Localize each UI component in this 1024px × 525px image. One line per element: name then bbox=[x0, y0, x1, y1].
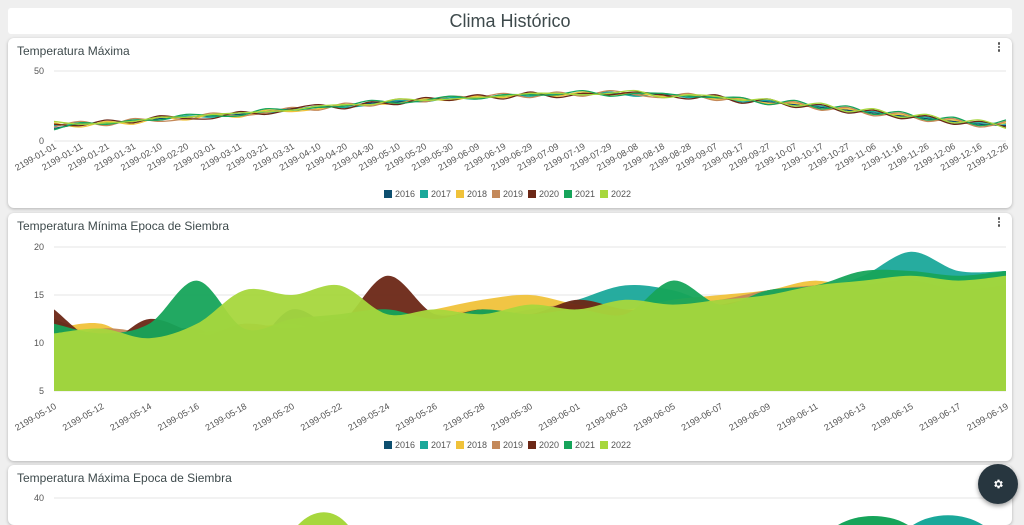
series-line-2022[interactable] bbox=[53, 89, 1007, 130]
y-tick-label: 20 bbox=[34, 242, 44, 252]
page-header: Clima Histórico bbox=[8, 8, 1012, 34]
x-tick-label: 2199-06-13 bbox=[822, 401, 867, 433]
x-tick-label: 2199-06-05 bbox=[632, 401, 677, 433]
legend-item-2020[interactable]: 2020 bbox=[528, 189, 559, 199]
legend-label: 2016 bbox=[395, 440, 415, 450]
x-tick-label: 2199-06-15 bbox=[870, 401, 915, 433]
series-area-2022[interactable] bbox=[54, 275, 1006, 391]
chart-card-max-temp: Temperatura Máxima 0 50 2199-01-01 2199-01-… bbox=[8, 38, 1012, 208]
chart-title: Temperatura Máxima Epoca de Siembra bbox=[17, 471, 232, 485]
legend-item-2019[interactable]: 2019 bbox=[492, 440, 523, 450]
chart-max-temp: 0502199-01-012199-01-112199-01-212199-01… bbox=[13, 66, 1010, 199]
legend-item-2022[interactable]: 2022 bbox=[600, 189, 631, 199]
y-tick-label: 50 bbox=[34, 66, 44, 76]
legend-label: 2019 bbox=[503, 440, 523, 450]
y-tick-label: 0 bbox=[39, 136, 44, 146]
x-tick-label: 2199-06-17 bbox=[918, 401, 963, 433]
legend-label: 2020 bbox=[539, 189, 559, 199]
more-vert-icon[interactable] bbox=[994, 216, 1004, 230]
legend-item-2021[interactable]: 2021 bbox=[564, 440, 595, 450]
x-tick-label: 2199-05-10 bbox=[13, 401, 58, 433]
series-line-2021[interactable] bbox=[53, 89, 1007, 131]
y-tick-label: 15 bbox=[34, 290, 44, 300]
legend-label: 2021 bbox=[575, 189, 595, 199]
legend-item-2020[interactable]: 2020 bbox=[528, 440, 559, 450]
gear-icon bbox=[994, 479, 1003, 489]
chart-card-min-temp-sowing: Temperatura Mínima Epoca de Siembra 5 10 1… bbox=[8, 213, 1012, 461]
x-tick-label: 2199-06-11 bbox=[775, 401, 819, 432]
chart-card-max-temp-sowing: Temperatura Máxima Epoca de Siembra 40 bbox=[8, 465, 1012, 525]
x-tick-label: 2199-05-12 bbox=[61, 401, 106, 433]
legend-item-2016[interactable]: 2016 bbox=[384, 440, 415, 450]
more-vert-icon[interactable] bbox=[994, 41, 1004, 55]
x-tick-label: 2199-05-26 bbox=[394, 401, 439, 433]
legend-item-2018[interactable]: 2018 bbox=[456, 189, 487, 199]
x-tick-label: 2199-05-14 bbox=[108, 401, 153, 433]
legend-label: 2019 bbox=[503, 189, 523, 199]
legend-item-2022[interactable]: 2022 bbox=[600, 440, 631, 450]
x-tick-label: 2199-05-16 bbox=[156, 401, 201, 433]
x-tick-label: 2199-05-18 bbox=[204, 401, 249, 433]
series-area-2022[interactable] bbox=[298, 512, 348, 525]
x-tick-label: 2199-06-09 bbox=[727, 401, 772, 433]
legend-label: 2022 bbox=[611, 440, 631, 450]
legend-item-2019[interactable]: 2019 bbox=[492, 189, 523, 199]
legend-item-2016[interactable]: 2016 bbox=[384, 189, 415, 199]
legend-label: 2016 bbox=[395, 189, 415, 199]
chart-title: Temperatura Máxima bbox=[17, 44, 130, 58]
legend-label: 2018 bbox=[467, 189, 487, 199]
legend-item-2017[interactable]: 2017 bbox=[420, 440, 451, 450]
y-tick-label: 5 bbox=[39, 386, 44, 396]
x-tick-label: 2199-06-19 bbox=[965, 401, 1010, 433]
x-tick-label: 2199-06-03 bbox=[584, 401, 629, 433]
legend-label: 2020 bbox=[539, 440, 559, 450]
chart-title: Temperatura Mínima Epoca de Siembra bbox=[17, 219, 230, 233]
legend-item-2021[interactable]: 2021 bbox=[564, 189, 595, 199]
series-line-2020[interactable] bbox=[53, 91, 1007, 128]
chart-max-temp-sowing: 40 bbox=[34, 493, 1006, 525]
y-tick-label: 10 bbox=[34, 338, 44, 348]
page-title: Clima Histórico bbox=[449, 11, 571, 31]
series-area-2021[interactable] bbox=[838, 516, 908, 525]
x-tick-label: 2199-06-07 bbox=[680, 401, 725, 433]
legend-item-2017[interactable]: 2017 bbox=[420, 189, 451, 199]
x-tick-label: 2199-05-20 bbox=[251, 401, 296, 433]
legend-label: 2022 bbox=[611, 189, 631, 199]
y-tick-label: 40 bbox=[34, 493, 44, 503]
x-tick-label: 2199-06-01 bbox=[537, 401, 582, 433]
x-tick-label: 2199-05-30 bbox=[489, 401, 534, 433]
legend-label: 2017 bbox=[431, 189, 451, 199]
x-tick-label: 2199-05-24 bbox=[346, 401, 391, 433]
legend-label: 2018 bbox=[467, 440, 487, 450]
x-tick-label: 2199-05-22 bbox=[299, 401, 344, 433]
legend-item-2018[interactable]: 2018 bbox=[456, 440, 487, 450]
legend-label: 2021 bbox=[575, 440, 595, 450]
series-line-2019[interactable] bbox=[53, 89, 1007, 128]
settings-fab-button[interactable] bbox=[978, 464, 1018, 504]
x-tick-label: 2199-05-28 bbox=[442, 401, 487, 433]
legend-label: 2017 bbox=[431, 440, 451, 450]
